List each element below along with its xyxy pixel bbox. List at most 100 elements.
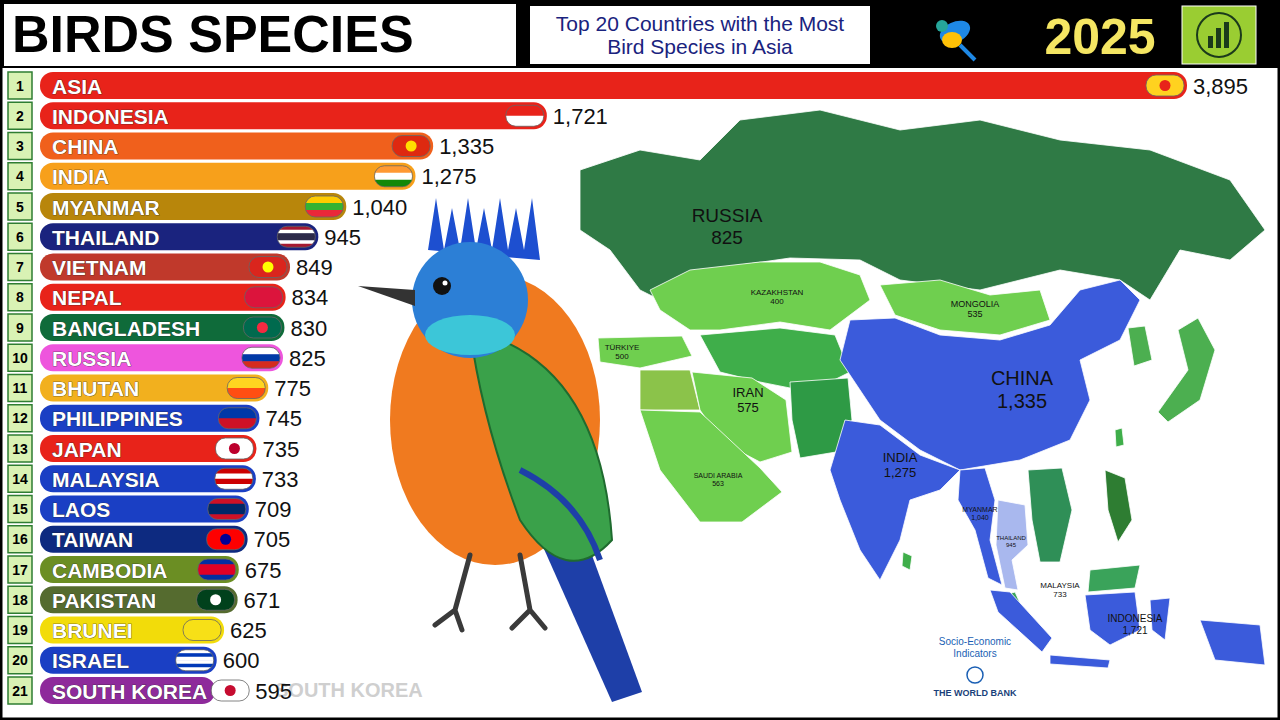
bar xyxy=(40,435,256,462)
value-label: 733 xyxy=(262,467,299,492)
flag-stripe xyxy=(305,203,343,211)
rank-label: 4 xyxy=(16,168,24,184)
flag xyxy=(506,105,544,127)
rank-box xyxy=(8,405,32,432)
rank-box xyxy=(8,193,32,220)
map-region-name: TÜRKIYE xyxy=(605,343,640,352)
flag-border xyxy=(1146,75,1184,96)
map-region xyxy=(598,336,692,368)
flag xyxy=(305,196,343,218)
flag-stripe xyxy=(215,479,253,485)
flag-emblem xyxy=(406,141,417,152)
flag-border xyxy=(208,499,246,520)
flag-border xyxy=(215,468,253,489)
flag-body xyxy=(277,226,315,247)
flag-stripe xyxy=(198,570,236,576)
flag-border xyxy=(227,378,265,399)
rank-box xyxy=(8,586,32,613)
parrot-tail xyxy=(960,45,975,60)
map-region-name: INDONESIA xyxy=(1107,613,1162,624)
flag-stripe xyxy=(242,354,280,362)
value-label: 1,040 xyxy=(352,195,407,220)
flag-body xyxy=(506,105,544,126)
rank-box xyxy=(8,72,32,99)
category-label: PHILIPPINES xyxy=(52,407,183,430)
parrot-icon xyxy=(936,16,975,60)
bar xyxy=(40,496,249,523)
rank-label: 11 xyxy=(13,380,28,396)
bar xyxy=(40,677,215,704)
bar xyxy=(40,344,283,371)
value-label: 745 xyxy=(265,406,302,431)
bar xyxy=(40,163,415,190)
parrot-wing xyxy=(936,16,973,48)
category-label: BHUTAN xyxy=(52,377,139,400)
flag-stripe xyxy=(176,653,214,657)
bird-wing-edge xyxy=(520,470,600,560)
header-band xyxy=(0,0,1280,68)
map-region-value: 1,721 xyxy=(1122,625,1147,636)
category-label: LAOS xyxy=(52,498,110,521)
flag-border xyxy=(392,136,430,157)
rank-box xyxy=(8,556,32,583)
rank-box xyxy=(8,254,32,281)
flag-stripe xyxy=(183,620,221,641)
flag xyxy=(242,347,280,369)
map-country xyxy=(1115,428,1124,447)
parrot-head xyxy=(936,20,948,32)
logo-bar xyxy=(1224,22,1229,48)
value-label: 849 xyxy=(296,255,333,280)
flag-stripe xyxy=(215,438,253,459)
source: Socio-EconomicIndicatorsTHE WORLD BANK xyxy=(934,636,1017,698)
category-label: BANGLADESH xyxy=(52,317,200,340)
bar xyxy=(40,133,433,160)
category-label: THAILAND xyxy=(52,226,159,249)
bar xyxy=(40,405,259,432)
map-region-value: 575 xyxy=(737,400,759,415)
flag-stripe xyxy=(211,680,249,701)
flag-stripe xyxy=(176,660,214,664)
category-label: JAPAN xyxy=(52,438,122,461)
flag xyxy=(245,287,283,309)
flag-stripe xyxy=(277,237,315,241)
flag-stripe xyxy=(227,388,265,399)
header: BIRDS SPECIESTop 20 Countries with the M… xyxy=(0,0,1280,68)
source-line: Socio-Economic xyxy=(939,636,1011,647)
flag xyxy=(215,468,253,490)
category-label: BRUNEI xyxy=(52,619,133,642)
flag-stripe xyxy=(207,529,245,550)
map-region-name: THAILAND xyxy=(996,535,1026,541)
logo-ring xyxy=(1197,13,1241,57)
map-region xyxy=(1050,655,1110,668)
map-region xyxy=(996,500,1028,590)
bar xyxy=(40,465,256,492)
flag-body xyxy=(176,650,214,671)
category-label: ASIA xyxy=(52,75,102,98)
flag-stripe xyxy=(374,173,412,181)
flag-stripe xyxy=(176,657,214,661)
rank-label: 18 xyxy=(12,592,28,608)
flag xyxy=(277,226,315,248)
rank-label: 3 xyxy=(16,138,24,154)
bar xyxy=(40,72,1187,99)
bird-throat xyxy=(425,315,515,355)
flag-body xyxy=(227,378,265,399)
bar xyxy=(40,586,238,613)
map-region-name: INDIA xyxy=(883,450,918,465)
ranks: 123456789101112131415161718192021 xyxy=(8,72,32,704)
flag xyxy=(218,408,256,430)
flag xyxy=(208,499,246,521)
flag-border xyxy=(218,408,256,429)
flag xyxy=(207,529,245,551)
value-label: 825 xyxy=(289,346,326,371)
flag-body xyxy=(374,166,412,187)
rank-box xyxy=(8,617,32,644)
subtitle-line: Bird Species in Asia xyxy=(607,35,793,58)
map-region xyxy=(1200,620,1265,665)
rank-label: 9 xyxy=(16,320,24,336)
flags xyxy=(176,75,1184,702)
flag-stripe xyxy=(215,474,253,480)
year-label: 2025 xyxy=(1044,9,1155,65)
flag-body xyxy=(215,438,253,459)
flag-body xyxy=(218,408,256,429)
